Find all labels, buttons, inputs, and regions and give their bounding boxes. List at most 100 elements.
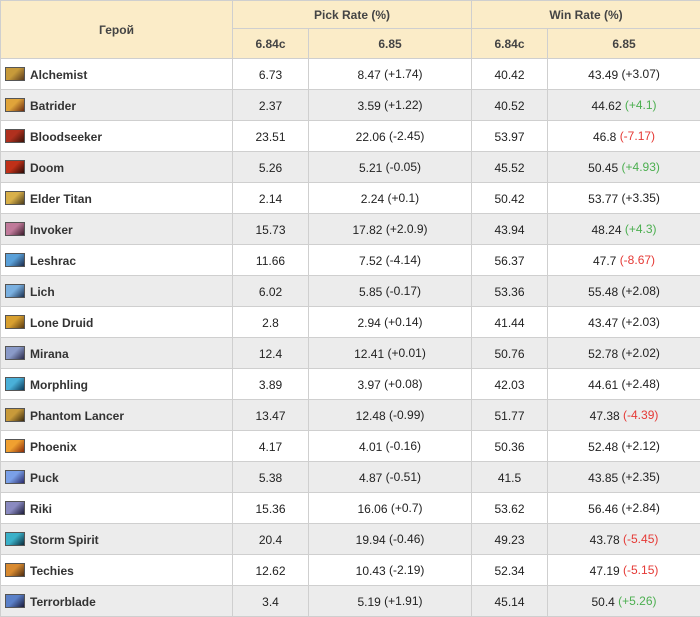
hero-name[interactable]: Riki: [30, 501, 52, 515]
hero-name[interactable]: Techies: [30, 563, 74, 577]
hero-cell[interactable]: Mirana: [1, 338, 233, 369]
pick-rate-old-value: 2.37: [259, 98, 282, 112]
hero-name[interactable]: Storm Spirit: [30, 532, 99, 546]
table-row: Phantom Lancer 13.47 12.48 (-0.99) 51.77…: [1, 400, 700, 431]
pick-rate-old-patch-header[interactable]: 6.84c: [233, 29, 309, 59]
hero-cell[interactable]: Lone Druid: [1, 307, 233, 338]
hero-cell[interactable]: Batrider: [1, 90, 233, 121]
win-rate-old-value: 43.94: [494, 222, 524, 236]
win-rate-new-cell: 56.46 (+2.84): [548, 493, 700, 524]
terrorblade-icon: [5, 594, 25, 608]
bloodseeker-icon: [5, 129, 25, 143]
pick-rate-delta: (-2.45): [389, 129, 424, 143]
hero-cell[interactable]: Puck: [1, 462, 233, 493]
pick-rate-delta: (+1.22): [384, 98, 422, 112]
win-rate-old-value: 40.42: [494, 67, 524, 81]
hero-name[interactable]: Elder Titan: [30, 191, 92, 205]
win-rate-new-value: 56.46: [588, 501, 618, 515]
hero-cell[interactable]: Lich: [1, 276, 233, 307]
hero-name[interactable]: Lone Druid: [30, 315, 93, 329]
win-rate-new-cell: 50.4 (+5.26): [548, 586, 700, 617]
win-rate-old-cell: 53.62: [472, 493, 548, 524]
hero-cell[interactable]: Terrorblade: [1, 586, 233, 617]
hero-name[interactable]: Invoker: [30, 222, 73, 236]
hero-name[interactable]: Phoenix: [30, 439, 77, 453]
pick-rate-delta: (-0.99): [389, 408, 424, 422]
table-row: Techies 12.62 10.43 (-2.19) 52.34 47.19 …: [1, 555, 700, 586]
win-rate-delta: (-7.17): [620, 129, 655, 143]
hero-cell[interactable]: Techies: [1, 555, 233, 586]
win-rate-delta: (+4.1): [625, 98, 657, 112]
win-rate-new-patch-header[interactable]: 6.85: [548, 29, 700, 59]
pick-rate-old-value: 2.8: [262, 315, 279, 329]
win-rate-old-value: 49.23: [494, 532, 524, 546]
phoenix-icon: [5, 439, 25, 453]
pick-rate-new-value: 12.41: [354, 346, 384, 360]
hero-name[interactable]: Mirana: [30, 346, 69, 360]
doom-icon: [5, 160, 25, 174]
hero-cell[interactable]: Alchemist: [1, 59, 233, 90]
win-rate-old-patch-header[interactable]: 6.84c: [472, 29, 548, 59]
hero-cell[interactable]: Leshrac: [1, 245, 233, 276]
hero-name[interactable]: Leshrac: [30, 253, 76, 267]
hero-cell[interactable]: Invoker: [1, 214, 233, 245]
win-rate-delta: (-5.45): [623, 532, 658, 546]
hero-name[interactable]: Batrider: [30, 98, 76, 112]
pick-rate-old-cell: 15.73: [233, 214, 309, 245]
win-rate-new-value: 43.49: [588, 67, 618, 81]
hero-name[interactable]: Terrorblade: [30, 594, 96, 608]
pick-rate-old-value: 3.4: [262, 594, 279, 608]
win-rate-delta: (+4.3): [625, 222, 657, 236]
pick-rate-old-cell: 2.14: [233, 183, 309, 214]
hero-cell[interactable]: Phantom Lancer: [1, 400, 233, 431]
hero-cell[interactable]: Elder Titan: [1, 183, 233, 214]
batrider-icon: [5, 98, 25, 112]
pick-rate-header[interactable]: Pick Rate (%): [233, 1, 472, 29]
win-rate-new-value: 43.85: [588, 470, 618, 484]
win-rate-new-cell: 47.19 (-5.15): [548, 555, 700, 586]
hero-cell[interactable]: Riki: [1, 493, 233, 524]
hero-column-header[interactable]: Герой: [1, 1, 233, 59]
hero-name[interactable]: Alchemist: [30, 67, 87, 81]
riki-icon: [5, 501, 25, 515]
pick-rate-new-cell: 3.97 (+0.08): [309, 369, 472, 400]
win-rate-old-value: 41.44: [494, 315, 524, 329]
hero-name[interactable]: Lich: [30, 284, 55, 298]
pick-rate-old-value: 12.62: [255, 563, 285, 577]
pick-rate-new-value: 5.19: [357, 594, 380, 608]
hero-cell[interactable]: Morphling: [1, 369, 233, 400]
hero-cell[interactable]: Phoenix: [1, 431, 233, 462]
win-rate-new-value: 43.47: [588, 315, 618, 329]
hero-name[interactable]: Doom: [30, 160, 64, 174]
win-rate-header[interactable]: Win Rate (%): [472, 1, 700, 29]
elder-titan-icon: [5, 191, 25, 205]
phantom-lancer-icon: [5, 408, 25, 422]
pick-rate-new-cell: 19.94 (-0.46): [309, 524, 472, 555]
win-rate-new-cell: 43.78 (-5.45): [548, 524, 700, 555]
win-rate-old-cell: 40.42: [472, 59, 548, 90]
hero-cell[interactable]: Bloodseeker: [1, 121, 233, 152]
pick-rate-delta: (+0.01): [388, 346, 426, 360]
hero-name[interactable]: Morphling: [30, 377, 88, 391]
hero-name[interactable]: Phantom Lancer: [30, 408, 124, 422]
pick-rate-old-cell: 5.26: [233, 152, 309, 183]
pick-rate-old-value: 11.66: [256, 253, 285, 267]
win-rate-new-value: 52.78: [588, 346, 618, 360]
pick-rate-new-value: 8.47: [357, 67, 380, 81]
hero-cell[interactable]: Storm Spirit: [1, 524, 233, 555]
pick-rate-new-value: 3.97: [357, 377, 380, 391]
win-rate-old-cell: 51.77: [472, 400, 548, 431]
pick-rate-old-cell: 20.4: [233, 524, 309, 555]
table-row: Puck 5.38 4.87 (-0.51) 41.5 43.85 (+2.35…: [1, 462, 700, 493]
hero-cell[interactable]: Doom: [1, 152, 233, 183]
mirana-icon: [5, 346, 25, 360]
table-row: Storm Spirit 20.4 19.94 (-0.46) 49.23 43…: [1, 524, 700, 555]
invoker-icon: [5, 222, 25, 236]
hero-name[interactable]: Bloodseeker: [30, 129, 102, 143]
win-rate-new-cell: 52.78 (+2.02): [548, 338, 700, 369]
hero-name[interactable]: Puck: [30, 470, 59, 484]
win-rate-new-cell: 47.38 (-4.39): [548, 400, 700, 431]
win-rate-old-cell: 40.52: [472, 90, 548, 121]
techies-icon: [5, 563, 25, 577]
pick-rate-new-patch-header[interactable]: 6.85: [309, 29, 472, 59]
